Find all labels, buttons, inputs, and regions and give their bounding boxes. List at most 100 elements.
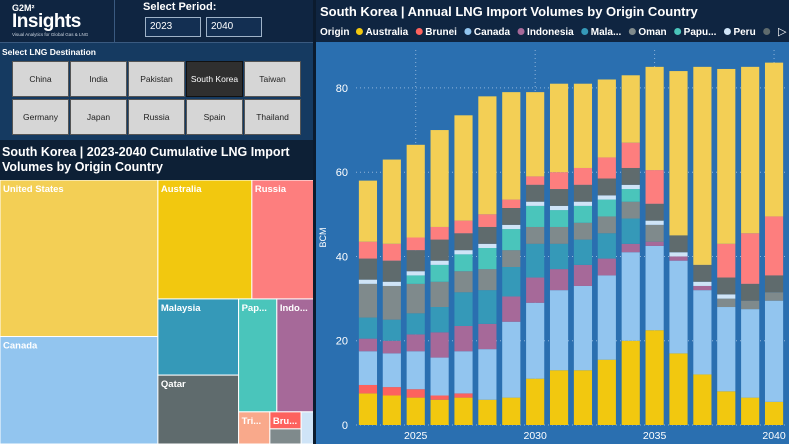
bar-segment [597, 258, 616, 276]
destination-button[interactable]: Germany [12, 99, 69, 135]
brand-top: G2M² [12, 3, 35, 13]
bar-segment [430, 264, 449, 282]
x-tick-label: 2025 [404, 430, 428, 442]
bar-segment [549, 83, 569, 173]
bar-segment [502, 199, 521, 209]
bar-segment [693, 281, 712, 286]
bar-segment [454, 292, 473, 326]
bar-segment [478, 214, 497, 227]
destination-button[interactable]: Spain [186, 99, 243, 135]
bar-segment [693, 66, 712, 265]
bar-segment [573, 264, 593, 286]
bar-segment [454, 325, 473, 352]
bar-segment [454, 233, 473, 251]
bar-segment [764, 62, 784, 217]
bar-segment [621, 243, 640, 253]
period-filter: Select Period: 2023 2040 [114, 0, 314, 42]
period-start[interactable]: 2023 [145, 17, 201, 37]
treemap-label: Malaysia [161, 303, 201, 314]
bar-segment [693, 290, 712, 375]
bar-segment [645, 203, 664, 221]
bar-segment [502, 229, 521, 251]
legend-scroll[interactable]: ▷ [778, 26, 787, 38]
bar-segment [669, 235, 688, 253]
legend-label: Peru [733, 27, 755, 38]
bar-segment [669, 71, 688, 236]
destination-button[interactable]: India [70, 61, 127, 97]
bar-segment [358, 283, 378, 318]
bar-segment [478, 290, 497, 324]
bar-segment [645, 224, 664, 242]
y-tick-label: 40 [336, 251, 348, 263]
bar-segment [597, 199, 616, 217]
bar-segment [478, 349, 497, 400]
bar-segment [358, 384, 378, 394]
bar-segment [502, 250, 521, 267]
bar-segment [573, 201, 593, 206]
bar-segment [382, 319, 401, 341]
bar-segment [597, 275, 616, 360]
treemap-cell [0, 180, 159, 338]
bar-segment [502, 397, 521, 425]
destination-button[interactable]: China [12, 61, 69, 97]
destination-filter: Select LNG Destination China India Pakista… [0, 42, 314, 140]
bar-segment [478, 243, 497, 249]
bar-segment [478, 96, 497, 215]
bar-segment [717, 294, 736, 299]
bar-segment [693, 264, 712, 282]
bar-segment [645, 220, 664, 225]
bar-segment [573, 222, 593, 240]
bar-segment [549, 205, 569, 211]
bar-segment [478, 399, 497, 425]
bar-segment [645, 330, 664, 425]
destination-button[interactable]: South Korea [186, 61, 243, 97]
bar-segment [430, 399, 449, 425]
treemap-label: Indo... [280, 303, 308, 314]
bar-segment [741, 66, 760, 234]
legend-marker [355, 28, 363, 35]
x-tick-label: 2035 [643, 430, 667, 442]
period-end[interactable]: 2040 [206, 17, 262, 37]
destination-button[interactable]: Thailand [244, 99, 301, 135]
bar-segment [502, 296, 521, 322]
treemap-label: Qatar [161, 379, 186, 390]
bar-segment [621, 167, 640, 185]
bar-segment [406, 397, 425, 425]
destination-button[interactable]: Taiwan [244, 61, 301, 97]
bar-segment [549, 243, 569, 270]
legend-label: Oman [638, 27, 666, 38]
treemap-label: Canada [3, 341, 38, 352]
bar-segment [549, 269, 569, 291]
treemap-label: Russia [255, 184, 287, 195]
bar-segment [764, 216, 784, 276]
treemap-cell [251, 180, 314, 300]
bar-segment [621, 189, 640, 202]
bar-segment [693, 374, 712, 425]
bar-segment [717, 298, 736, 308]
bar-segment [764, 300, 784, 402]
destination-button[interactable]: Russia [128, 99, 185, 135]
chart-title: South Korea | Annual LNG Import Volumes … [320, 4, 699, 19]
legend-label: Australia [365, 27, 408, 38]
destination-button[interactable]: Pakistan [128, 61, 185, 97]
treemap-label: Pap... [242, 303, 267, 314]
y-tick-label: 60 [336, 167, 348, 179]
bar-segment [406, 237, 425, 251]
legend-marker [674, 28, 682, 35]
destination-button[interactable]: Japan [70, 99, 127, 135]
y-tick-label: 0 [342, 420, 348, 432]
legend-marker [581, 28, 589, 35]
bar-segment [526, 243, 545, 278]
bar-segment [526, 176, 545, 185]
bar-segment [430, 226, 449, 240]
bar-segment [358, 180, 378, 242]
bar-segment [645, 66, 664, 171]
bar-segment [549, 370, 569, 425]
bar-segment [597, 178, 616, 196]
bar-segment [478, 248, 497, 270]
x-tick-label: 2040 [762, 430, 786, 442]
bar-segment [573, 83, 593, 168]
legend-marker [723, 28, 731, 35]
bar-segment [430, 332, 449, 358]
bar-segment [502, 224, 521, 230]
